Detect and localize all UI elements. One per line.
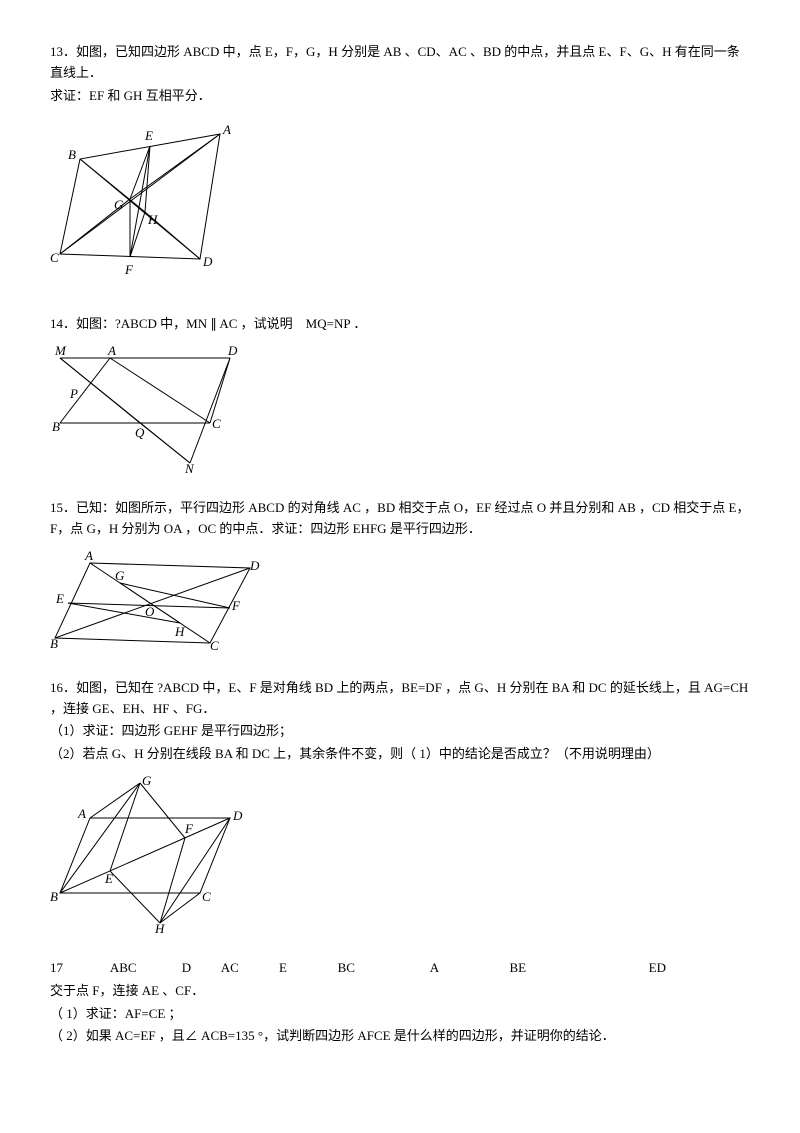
svg-text:H: H — [174, 624, 185, 639]
problem-17: 17 ABC D AC E BC A BE ED 交于点 F，连接 AE 、CF… — [50, 958, 750, 1047]
svg-text:F: F — [184, 821, 194, 836]
svg-text:N: N — [184, 461, 195, 473]
problem-14: 14．如图：?ABCD 中，MN ∥ AC ，试说明 MQ=NP ． M A D… — [50, 314, 750, 473]
p17-line1: 17 ABC D AC E BC A BE ED — [50, 958, 750, 979]
svg-text:A: A — [84, 548, 93, 563]
p13-line2: 求证：EF 和 GH 互相平分． — [50, 86, 750, 107]
p15-figure: A D E G O F H B C — [50, 548, 750, 653]
p13-line1: 13．如图，已知四边形 ABCD 中，点 E，F，G，H 分别是 AB 、CD、… — [50, 42, 750, 84]
svg-text:A: A — [222, 122, 231, 137]
p14-figure: M A D P B Q C N — [50, 343, 750, 473]
svg-text:H: H — [154, 921, 165, 933]
p17-line3: （ 1）求证：AF=CE ； — [50, 1004, 750, 1025]
svg-text:O: O — [145, 604, 155, 619]
svg-text:D: D — [202, 254, 213, 269]
svg-text:D: D — [227, 343, 238, 358]
svg-text:D: D — [249, 558, 260, 573]
p17-line2: 交于点 F，连接 AE 、CF． — [50, 981, 750, 1002]
svg-text:E: E — [144, 128, 153, 143]
problem-13: 13．如图，已知四边形 ABCD 中，点 E，F，G，H 分别是 AB 、CD、… — [50, 42, 750, 289]
svg-text:M: M — [54, 343, 67, 358]
p17-line4: （ 2）如果 AC=EF ，且∠ ACB=135 °，试判断四边形 AFCE 是… — [50, 1026, 750, 1047]
svg-text:B: B — [68, 147, 76, 162]
svg-text:A: A — [77, 806, 86, 821]
svg-text:F: F — [124, 262, 134, 277]
p16-line2: （1）求证：四边形 GEHF 是平行四边形； — [50, 721, 750, 742]
p16-line1: 16．如图，已知在 ?ABCD 中，E、F 是对角线 BD 上的两点，BE=DF… — [50, 678, 750, 720]
svg-text:F: F — [231, 598, 241, 613]
svg-text:B: B — [52, 419, 60, 434]
p16-line3: （2）若点 G、H 分别在线段 BA 和 DC 上，其余条件不变，则（ 1）中的… — [50, 744, 750, 765]
svg-text:C: C — [202, 889, 211, 904]
problem-16: 16．如图，已知在 ?ABCD 中，E、F 是对角线 BD 上的两点，BE=DF… — [50, 678, 750, 933]
p16-figure: G A D E F B C H — [50, 773, 750, 933]
svg-text:E: E — [104, 871, 113, 886]
svg-text:G: G — [115, 568, 125, 583]
svg-text:Q: Q — [135, 425, 145, 440]
p13-figure: A B C D E F G H — [50, 114, 750, 289]
svg-text:G: G — [114, 197, 124, 212]
svg-text:P: P — [69, 386, 78, 401]
svg-text:G: G — [142, 773, 152, 788]
svg-text:A: A — [107, 343, 116, 358]
svg-text:B: B — [50, 636, 58, 651]
svg-text:D: D — [232, 808, 243, 823]
svg-text:C: C — [212, 416, 221, 431]
svg-text:C: C — [50, 250, 59, 265]
problem-15: 15．已知：如图所示，平行四边形 ABCD 的对角线 AC ，BD 相交于点 O… — [50, 498, 750, 653]
svg-text:H: H — [147, 212, 158, 227]
svg-text:B: B — [50, 889, 58, 904]
svg-text:C: C — [210, 638, 219, 653]
svg-text:E: E — [55, 591, 64, 606]
p14-line1: 14．如图：?ABCD 中，MN ∥ AC ，试说明 MQ=NP ． — [50, 314, 750, 335]
p15-line1: 15．已知：如图所示，平行四边形 ABCD 的对角线 AC ，BD 相交于点 O… — [50, 498, 750, 540]
